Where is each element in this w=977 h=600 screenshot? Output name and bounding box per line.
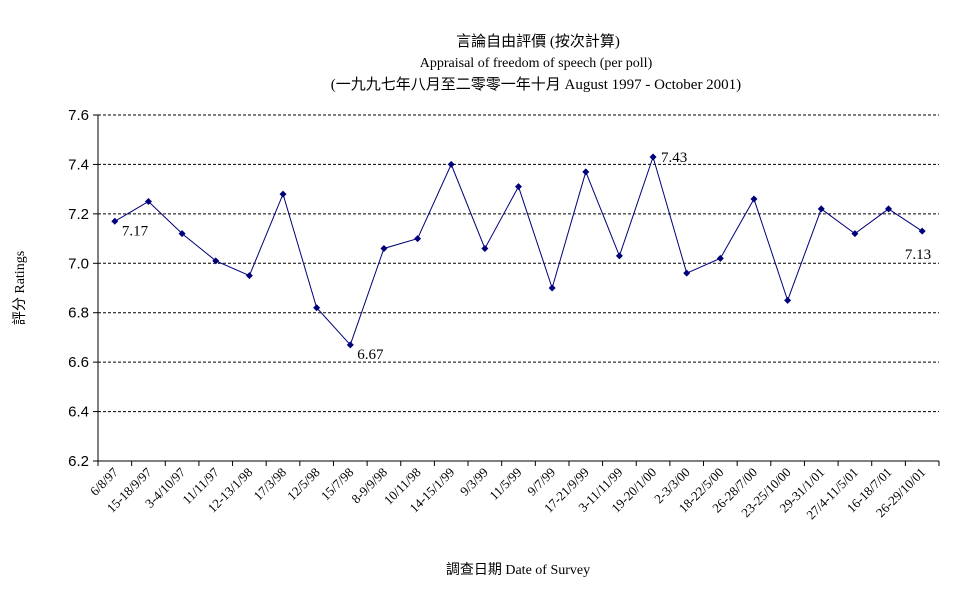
data-point	[346, 341, 354, 349]
x-tick-label: 17/3/98	[250, 465, 289, 504]
data-point	[245, 272, 253, 280]
data-point	[212, 257, 220, 265]
y-tick-label: 6.6	[68, 354, 89, 371]
data-point	[481, 244, 489, 252]
data-point	[716, 254, 724, 262]
x-tick-labels: 6/8/9715-18/9/973-4/10/9711/11/9712-13/1…	[87, 464, 928, 522]
y-tick-label: 6.8	[68, 305, 89, 322]
data-point	[582, 168, 590, 176]
data-point	[615, 252, 623, 260]
data-point	[111, 217, 119, 225]
y-tick-label: 7.6	[68, 107, 89, 124]
data-labels: 7.17 6.67 7.43 7.13	[122, 150, 931, 363]
y-tick-label: 6.2	[68, 453, 89, 470]
y-axis-label: 評分 Ratings	[12, 251, 28, 325]
data-point	[144, 198, 152, 205]
y-tick-label: 7.2	[68, 206, 89, 223]
data-point	[851, 230, 859, 238]
axes	[93, 114, 940, 466]
data-point	[649, 153, 657, 161]
data-point	[414, 235, 422, 243]
data-point	[548, 284, 556, 292]
data-point	[178, 230, 186, 238]
data-point	[313, 304, 321, 312]
y-tick-label: 7.0	[68, 255, 89, 272]
data-point	[885, 205, 893, 213]
data-point	[918, 227, 926, 235]
data-point	[683, 269, 691, 277]
x-tick-label: 12/5/98	[284, 465, 323, 504]
chart-subtitle: Appraisal of freedom of speech (per poll…	[420, 56, 653, 71]
y-tick-labels: 6.2 6.4 6.6 6.8 7.0 7.2 7.4 7.6	[68, 107, 89, 470]
data-label: 7.13	[905, 247, 931, 263]
data-point	[817, 205, 825, 213]
data-point	[515, 183, 522, 191]
series-ratings	[111, 153, 926, 349]
chart-title: 言論自由評價 (按次計算)	[456, 32, 620, 50]
data-point	[279, 190, 287, 198]
x-axis-label: 調查日期 Date of Survey	[446, 562, 590, 578]
y-tick-label: 7.4	[68, 156, 89, 173]
data-point	[380, 244, 388, 252]
data-label: 7.43	[661, 150, 687, 166]
data-point	[750, 195, 758, 203]
data-point	[447, 160, 455, 168]
gridlines	[98, 114, 939, 413]
chart-subtitle-period: (一九九七年八月至二零零一年十月 August 1997 - October 2…	[331, 76, 741, 93]
x-tick-label: 11/5/99	[486, 465, 524, 503]
data-label: 7.17	[122, 223, 149, 239]
data-point	[784, 296, 792, 304]
data-label: 6.67	[357, 347, 384, 363]
x-tick-label: 9/3/99	[457, 465, 491, 499]
y-tick-label: 6.4	[68, 404, 89, 421]
